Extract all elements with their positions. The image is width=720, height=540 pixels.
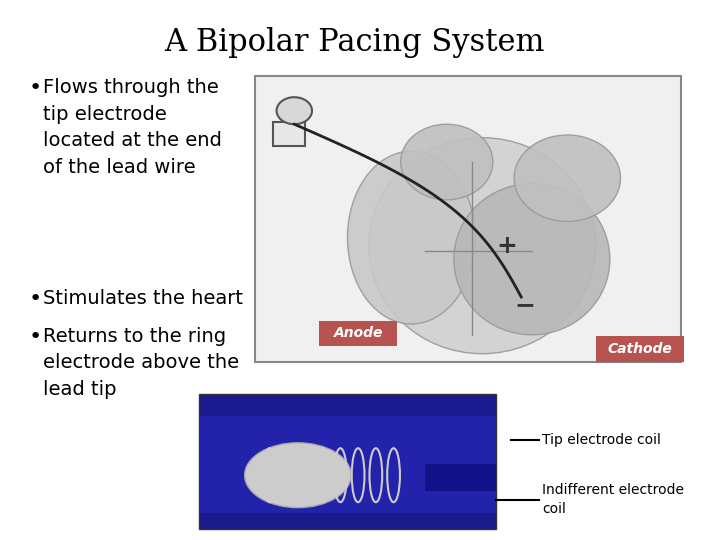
- Text: Indifferent electrode
coil: Indifferent electrode coil: [542, 483, 685, 516]
- Text: Flows through the
tip electrode
located at the end
of the lead wire: Flows through the tip electrode located …: [42, 78, 222, 177]
- FancyBboxPatch shape: [426, 464, 496, 491]
- Ellipse shape: [400, 124, 493, 200]
- FancyBboxPatch shape: [273, 122, 305, 146]
- Ellipse shape: [348, 151, 475, 324]
- Ellipse shape: [454, 184, 610, 335]
- Ellipse shape: [245, 443, 351, 508]
- Text: +: +: [497, 234, 518, 258]
- Ellipse shape: [514, 135, 621, 221]
- Text: Anode: Anode: [333, 326, 383, 340]
- Text: Tip electrode coil: Tip electrode coil: [542, 433, 662, 447]
- Text: A Bipolar Pacing System: A Bipolar Pacing System: [164, 27, 545, 58]
- Text: •: •: [28, 289, 42, 309]
- Text: Returns to the ring
electrode above the
lead tip: Returns to the ring electrode above the …: [42, 327, 238, 399]
- FancyBboxPatch shape: [256, 76, 681, 362]
- Text: −: −: [514, 293, 535, 317]
- Text: Stimulates the heart: Stimulates the heart: [42, 289, 243, 308]
- FancyBboxPatch shape: [199, 394, 496, 529]
- FancyBboxPatch shape: [595, 336, 684, 362]
- Circle shape: [276, 97, 312, 124]
- FancyBboxPatch shape: [319, 321, 397, 346]
- Text: •: •: [28, 78, 42, 98]
- FancyBboxPatch shape: [199, 416, 496, 513]
- Text: •: •: [28, 327, 42, 347]
- Text: Cathode: Cathode: [608, 342, 672, 356]
- Ellipse shape: [369, 138, 595, 354]
